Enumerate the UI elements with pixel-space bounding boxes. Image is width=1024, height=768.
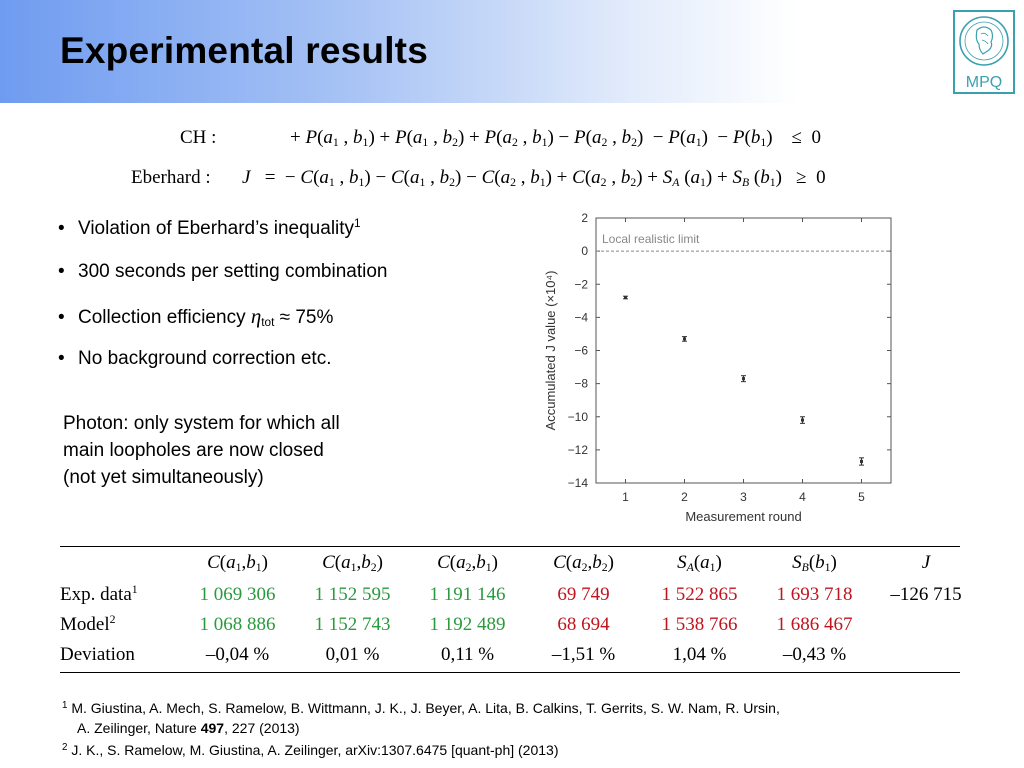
y-tick-label: −10 — [568, 410, 589, 424]
j-value-chart: 2 0 −2 −4 −6 −8 −10 −12 −14 1 2 3 4 5 Local realistic … — [543, 211, 892, 524]
table-cell: 1 068 886 — [199, 614, 276, 635]
y-axis-label: Accumulated J value (×10⁴) — [543, 271, 558, 431]
table-cell: 68 694 — [557, 614, 610, 635]
table-cell: 0,11 % — [440, 644, 495, 665]
table-cell: 1 538 766 — [661, 614, 738, 635]
table-header-row: C(a1,b1) C(a1,b2) C(a2,b1) C(a2,b2) SA(a… — [60, 546, 980, 580]
eberhard-inequality: J = − C(a1 , b1) − C(a1 , b2) − C(a2 , b… — [242, 167, 826, 189]
x-tick-label: 3 — [740, 490, 747, 504]
col-c-a1-b1: C(a1,b1) — [207, 551, 268, 574]
reference-1-cont: A. Zeilinger, Nature 497, 227 (2013) — [77, 719, 300, 736]
reference-1: 1 M. Giustina, A. Mech, S. Ramelow, B. W… — [62, 699, 780, 716]
col-sa-a1: SA(a1) — [677, 551, 722, 574]
table-cell: 1 069 306 — [199, 584, 276, 605]
x-tick-label: 1 — [622, 490, 629, 504]
table-row-exp: Exp. data1 1 069 306 1 152 595 1 191 146… — [60, 580, 980, 610]
col-c-a2-b2: C(a2,b2) — [553, 551, 614, 574]
y-tick-label: −8 — [574, 377, 588, 391]
col-j: J — [921, 552, 931, 573]
row-label-exp: Exp. data1 — [60, 583, 138, 606]
slide-title: Experimental results — [60, 30, 428, 71]
table-cell: 1 152 743 — [314, 614, 391, 635]
x-axis-label: Measurement round — [685, 509, 801, 524]
table-cell: 0,01 % — [325, 644, 380, 665]
data-point — [859, 457, 864, 466]
title-banner — [0, 0, 1024, 103]
ch-inequality: + P(a1 , b1) + P(a1 , b2) + P(a2 , b1) −… — [290, 127, 821, 149]
data-point — [800, 416, 805, 424]
y-tick-label: 2 — [581, 211, 588, 225]
x-tick-label: 4 — [799, 490, 806, 504]
y-tick-label: −2 — [574, 277, 588, 291]
results-table: C(a1,b1) C(a1,b2) C(a2,b1) C(a2,b2) SA(a… — [60, 546, 980, 670]
table-cell: 1,04 % — [672, 644, 727, 665]
table-cell: –0,04 % — [205, 644, 270, 665]
table-row-model: Model2 1 068 886 1 152 743 1 192 489 68 … — [60, 610, 980, 640]
bullet-seconds: 300 seconds per setting combination — [58, 261, 387, 305]
bullet-violation: Violation of Eberhard’s inequality1 — [58, 217, 387, 261]
y-tick-label: −4 — [574, 310, 588, 324]
row-label-deviation: Deviation — [60, 644, 135, 665]
table-cell: –1,51 % — [551, 644, 616, 665]
eberhard-label: Eberhard : — [131, 167, 211, 188]
mpq-logo: MPQ — [953, 10, 1015, 94]
x-tick-label: 2 — [681, 490, 688, 504]
ch-label: CH : — [180, 127, 217, 148]
table-cell: 1 152 595 — [314, 584, 391, 605]
table-cell: 1 191 146 — [429, 584, 506, 605]
y-tick-label: −6 — [574, 344, 588, 358]
data-point — [682, 336, 687, 342]
plot-frame — [595, 217, 892, 484]
col-sb-b1: SB(b1) — [792, 551, 837, 574]
y-tick-label: 0 — [581, 244, 588, 258]
bullet-background: No background correction etc. — [58, 348, 387, 392]
table-cell: 69 749 — [557, 584, 610, 605]
local-realistic-limit-label: Local realistic limit — [602, 232, 700, 246]
col-c-a1-b2: C(a1,b2) — [322, 551, 383, 574]
row-label-model: Model2 — [60, 613, 116, 636]
bullet-efficiency: Collection efficiency ηtot ≈ 75% — [58, 304, 387, 348]
y-tick-label: −14 — [568, 476, 589, 490]
table-cell: 1 522 865 — [661, 584, 738, 605]
col-c-a2-b1: C(a2,b1) — [437, 551, 498, 574]
table-cell: –126 715 — [890, 584, 962, 605]
photon-note: Photon: only system for which all main l… — [63, 413, 340, 488]
table-top-rule — [60, 546, 960, 547]
table-cell: 1 192 489 — [429, 614, 506, 635]
logo-lettering: MPQ — [966, 74, 1002, 91]
y-tick-label: −12 — [568, 443, 589, 457]
table-cell: 1 686 467 — [776, 614, 853, 635]
table-cell: –0,43 % — [782, 644, 847, 665]
data-point — [741, 375, 746, 383]
table-bottom-rule — [60, 672, 960, 673]
reference-2: 2 J. K., S. Ramelow, M. Giustina, A. Zei… — [62, 741, 559, 758]
references: 1 M. Giustina, A. Mech, S. Ramelow, B. W… — [62, 696, 780, 760]
x-tick-label: 5 — [858, 490, 865, 504]
table-row-deviation: Deviation –0,04 % 0,01 % 0,11 % –1,51 % … — [60, 640, 980, 670]
table-cell: 1 693 718 — [776, 584, 853, 605]
data-point — [623, 295, 628, 300]
bullet-list: Violation of Eberhard’s inequality1 300 … — [58, 217, 387, 391]
